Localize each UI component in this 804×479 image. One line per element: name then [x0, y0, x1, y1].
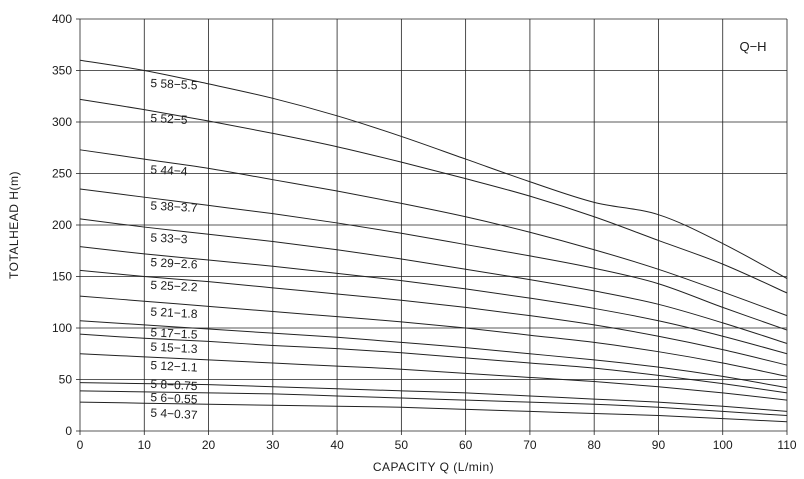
series-label: 5 25−2.2 [150, 278, 198, 294]
series-label: 5 15−1.3 [150, 340, 198, 356]
y-tick-label: 100 [52, 321, 72, 335]
series-line [79, 59, 788, 279]
x-tick-label: 90 [652, 438, 666, 452]
series-label: 5 6−0.55 [150, 390, 198, 406]
x-tick-label: 110 [777, 438, 796, 452]
x-tick-label: 100 [713, 438, 733, 452]
x-tick-label: 20 [202, 438, 216, 452]
x-tick-label: 70 [523, 438, 537, 452]
y-tick-label: 250 [52, 167, 72, 181]
series-label: 5 38−3.7 [150, 199, 198, 215]
series-label: 5 44−4 [150, 163, 188, 179]
y-tick-label: 50 [59, 373, 73, 387]
series-label: 5 58−5.5 [150, 76, 198, 92]
series-line [79, 295, 788, 377]
series-line [79, 98, 788, 294]
series-label: 5 21−1.8 [150, 305, 198, 321]
series-label: 5 33−3 [150, 230, 188, 246]
series-label: 5 8−0.75 [150, 377, 198, 393]
y-tick-label: 350 [52, 64, 72, 78]
series-label: 5 17−1.5 [150, 325, 198, 341]
x-axis-title: CAPACITY Q (L/min) [373, 460, 494, 474]
series-label: 5 12−1.1 [150, 358, 198, 374]
series-line [79, 246, 788, 355]
series-line [79, 382, 788, 412]
x-tick-label: 40 [330, 438, 344, 452]
y-tick-label: 0 [65, 424, 72, 438]
x-tick-label: 80 [588, 438, 602, 452]
series-label: 5 4−0.37 [150, 406, 198, 422]
x-tick-label: 30 [266, 438, 280, 452]
x-tick-label: 50 [395, 438, 409, 452]
y-tick-label: 200 [52, 218, 72, 232]
y-axis-title: TOTALHEAD H(m) [7, 171, 21, 279]
y-tick-label: 150 [52, 270, 72, 284]
series-line [79, 149, 788, 317]
series-label: 5 29−2.6 [150, 255, 198, 271]
series-line [79, 333, 788, 394]
x-tick-label: 10 [138, 438, 152, 452]
curve-labels: 5 58−5.5 5 52−5 5 44−4 5 38−3.7 5 33−3 5 29−2… [150, 76, 198, 422]
x-tick-label: 60 [459, 438, 473, 452]
x-tick-label: 0 [77, 438, 84, 452]
series-label: 5 52−5 [150, 111, 188, 127]
series-line [79, 218, 788, 344]
series-line [79, 353, 788, 401]
series-line [79, 320, 788, 389]
q-h-label: Q−H [739, 39, 766, 54]
y-tick-label: 300 [52, 115, 72, 129]
series-line [79, 269, 788, 366]
series-line [79, 401, 788, 423]
curves [79, 59, 788, 423]
series-line [79, 390, 788, 417]
series-line [79, 188, 788, 331]
grid [76, 18, 788, 435]
y-tick-label: 400 [52, 12, 72, 26]
tick-labels: 0 10 20 30 40 50 60 70 80 90 100 110 0 50 100 150 200 250… [52, 12, 797, 452]
